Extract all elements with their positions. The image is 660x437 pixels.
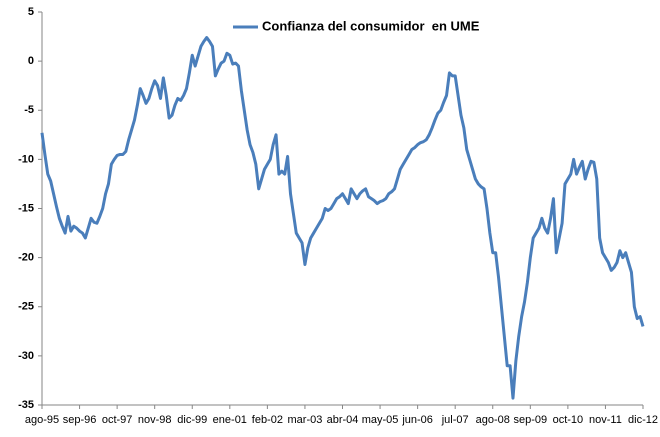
x-tick-label: nov-98 [138, 414, 172, 426]
x-tick-label: sep-09 [513, 414, 547, 426]
legend-label: Confianza del consumidor en UME [262, 18, 480, 33]
x-tick-label: dic-99 [177, 414, 207, 426]
x-tick-label: ago-08 [476, 414, 510, 426]
y-tick-label: -20 [18, 252, 34, 264]
x-tick-label: feb-02 [252, 414, 283, 426]
x-tick-label: sep-96 [63, 414, 97, 426]
x-tick-label: ago-95 [25, 414, 59, 426]
x-tick-label: abr-04 [327, 414, 359, 426]
x-tick-label: dic-12 [628, 414, 658, 426]
y-tick-label: -30 [18, 350, 34, 362]
y-tick-label: -5 [24, 104, 34, 116]
x-tick-label: mar-03 [288, 414, 323, 426]
y-tick-label: -25 [18, 301, 34, 313]
x-tick-label: jun-06 [401, 414, 433, 426]
y-tick-label: 0 [28, 55, 34, 67]
x-tick-label: oct-10 [553, 414, 584, 426]
x-tick-label: may-05 [362, 414, 399, 426]
x-tick-label: oct-97 [102, 414, 133, 426]
x-tick-label: jul-07 [441, 414, 469, 426]
x-tick-label: nov-11 [589, 414, 622, 426]
line-series [40, 36, 645, 400]
y-tick-label: -35 [18, 399, 34, 411]
y-tick-label: -15 [18, 202, 34, 214]
y-tick-label: 5 [28, 6, 34, 18]
y-tick-label: -10 [18, 153, 34, 165]
x-tick-label: ene-01 [213, 414, 247, 426]
